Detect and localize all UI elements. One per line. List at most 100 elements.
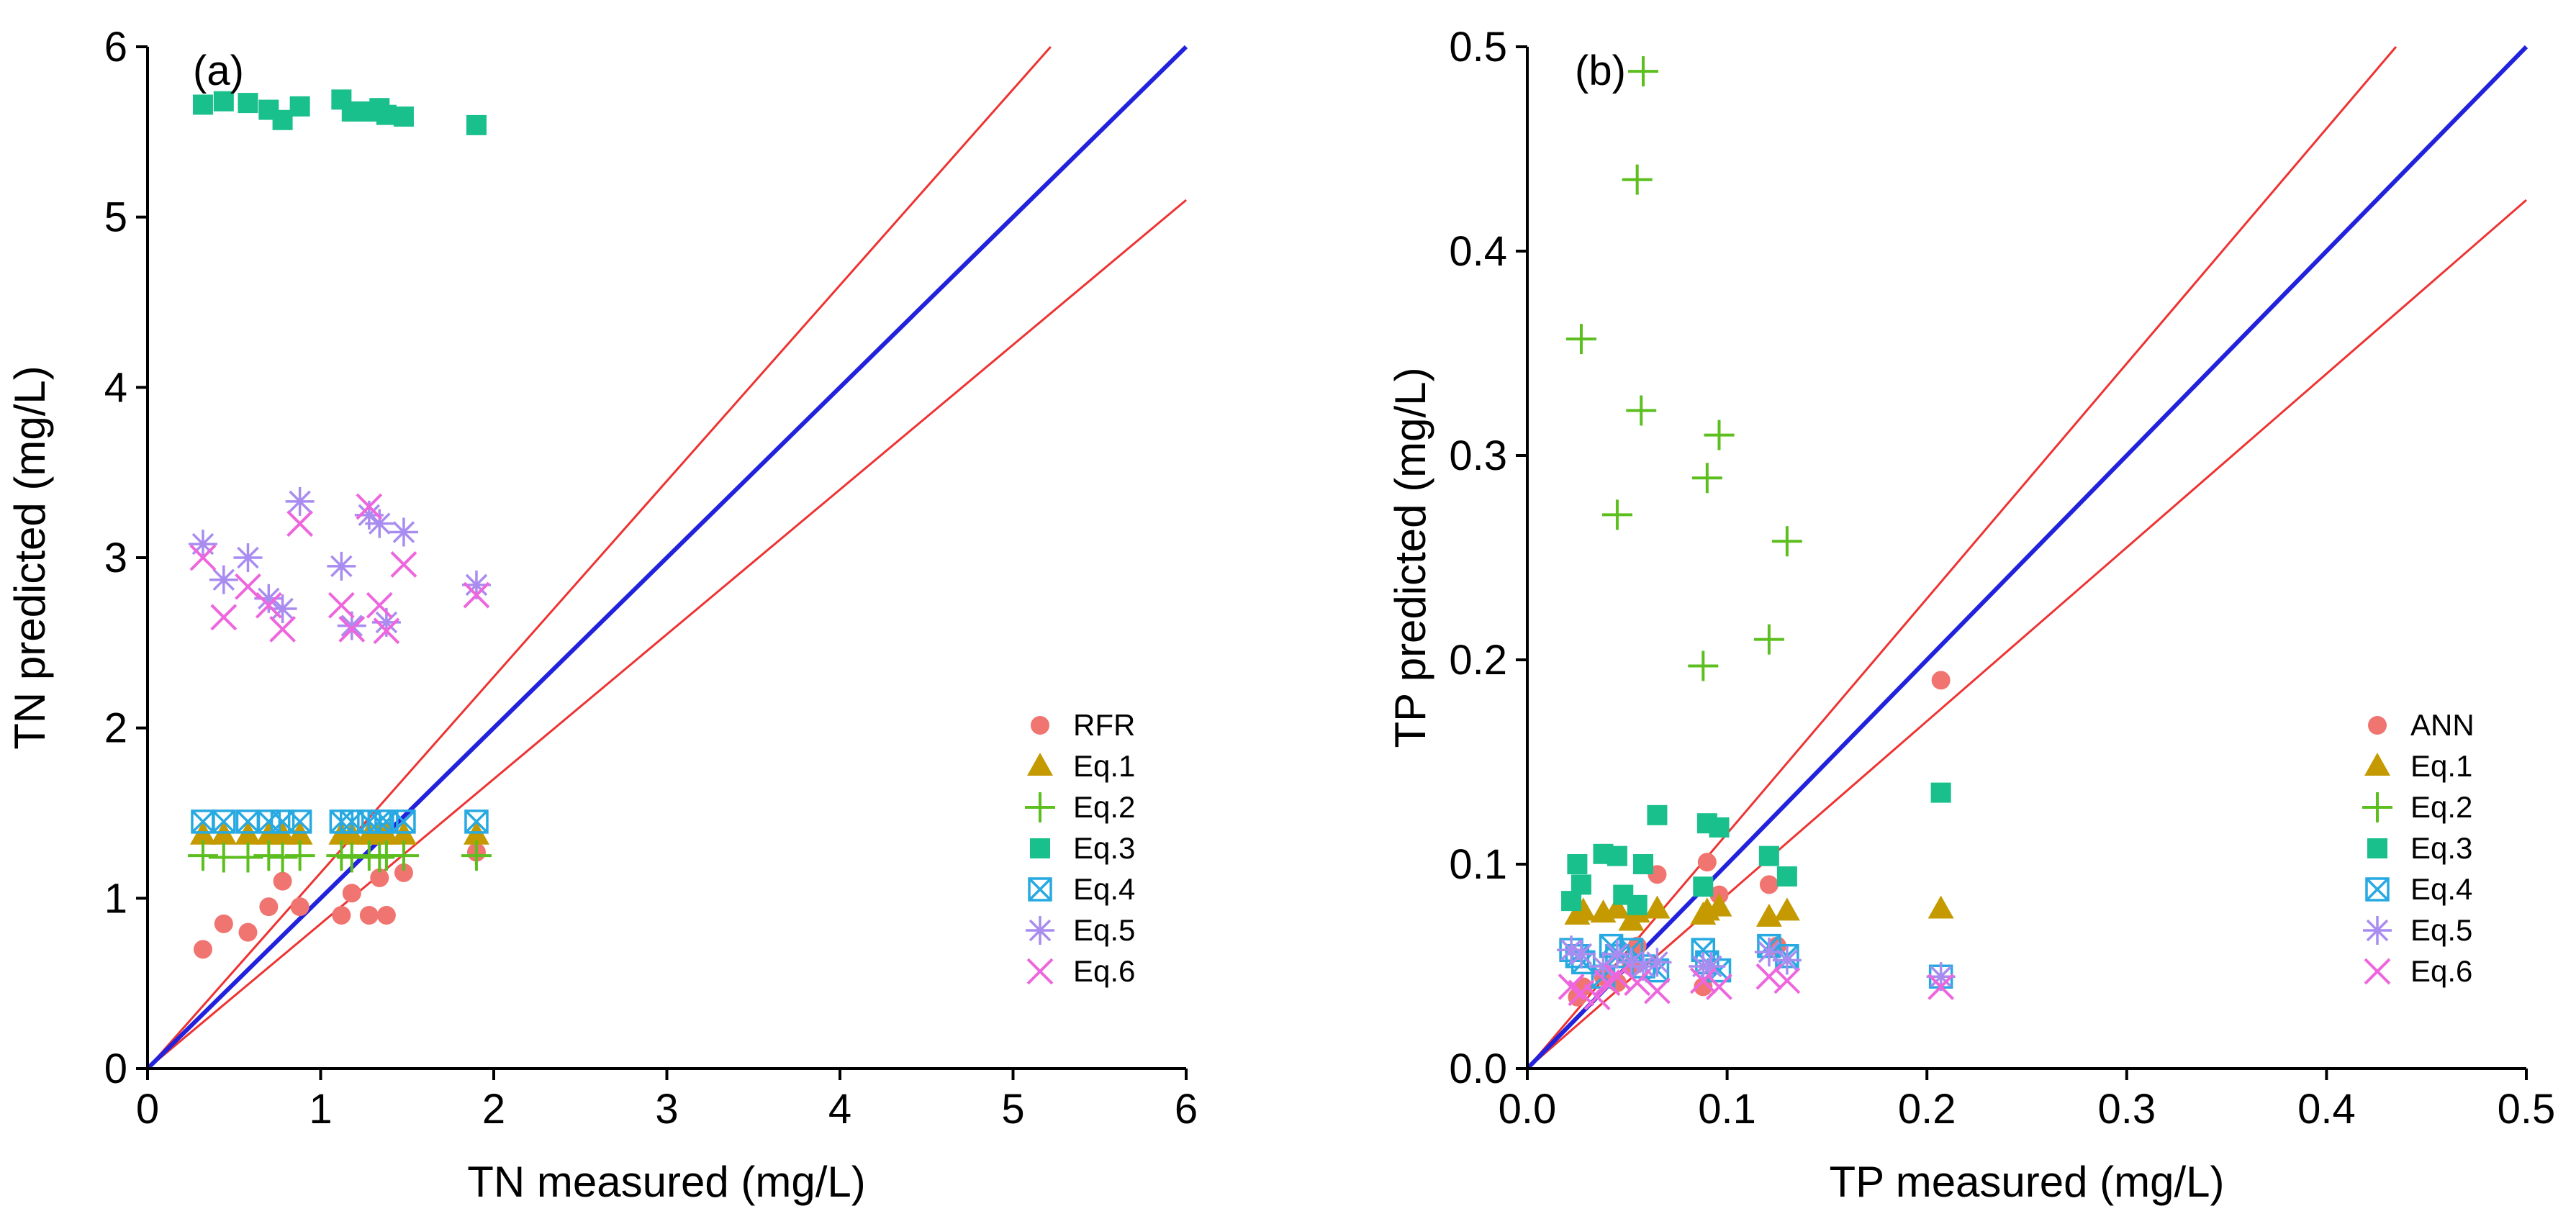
- panel-b-point-eq-5: [1588, 952, 1618, 981]
- panel-a-legend-marker: [1026, 916, 1054, 945]
- panel-b-point-eq-3: [1606, 845, 1627, 866]
- panel-a-point-eq-6: [189, 544, 217, 571]
- panel-a-point-eq-5: [188, 530, 217, 559]
- panel-b-legend-marker: [2367, 838, 2387, 858]
- panel-a-plot-area: [145, 45, 1188, 1071]
- panel-a-point-rfr: [290, 897, 309, 917]
- panel-b-label: (b): [1575, 47, 1626, 94]
- panel-a-point-eq-2: [253, 840, 284, 871]
- panel-b-x-tick-label: 0.3: [2097, 1086, 2156, 1133]
- panel-a-point-eq-6: [327, 591, 355, 619]
- panel-b-point-eq-6: [1624, 969, 1651, 997]
- panel-a-x-tick-label: 1: [309, 1086, 332, 1133]
- panel-a-legend-marker: [1030, 838, 1050, 858]
- panel-a-legend: RFR Eq.1 Eq.2 Eq.3 Eq.4 Eq.5 Eq.6: [1025, 708, 1135, 988]
- panel-a-legend-label: Eq.2: [1073, 790, 1135, 824]
- panel-a-point-eq-2: [336, 842, 367, 873]
- panel-b-point-eq-3: [1758, 845, 1779, 866]
- panel-b-point-eq-6: [1568, 979, 1595, 1007]
- panel-a-point-eq-2: [388, 840, 419, 871]
- panel-a-point-rfr: [332, 906, 351, 925]
- panel-b-y-tick-label: 0.1: [1449, 841, 1507, 888]
- panel-a-point-rfr: [193, 940, 212, 959]
- panel-b-tp: 0.0 0.1 0.2 0.3 0.4 0.5 0.0 0.1 0.2 0.3 0.4 0.5 (b)…: [1386, 24, 2555, 1206]
- panel-a-point-eq-3: [393, 106, 414, 127]
- panel-b-x-tick-label: 0.0: [1499, 1086, 1557, 1133]
- panel-a-point-eq-5: [371, 607, 401, 637]
- panel-b-point-eq-6: [1604, 963, 1631, 990]
- panel-a-point-eq-3: [376, 104, 397, 125]
- panel-b-point-eq-5: [1696, 952, 1726, 981]
- panel-a-x-tick-label: 5: [1001, 1086, 1024, 1133]
- panel-a-point-eq-5: [389, 517, 418, 547]
- panel-a-point-eq-2: [284, 840, 315, 871]
- panel-a-point-eq-6: [286, 510, 314, 538]
- panel-a-point-eq-6: [390, 551, 417, 578]
- panel-b-legend-marker: [2364, 753, 2390, 776]
- panel-b-y-tick-label: 0.2: [1449, 637, 1507, 684]
- panel-b-point-eq-2: [1601, 499, 1632, 530]
- panel-a-point-rfr: [273, 871, 292, 891]
- panel-a-x-tick-label: 4: [828, 1086, 851, 1133]
- panel-a-x-tick-label: 6: [1175, 1086, 1198, 1133]
- panel-b-point-eq-3: [1709, 817, 1730, 838]
- panel-b-point-eq-2: [1691, 463, 1722, 494]
- panel-a-point-eq-5: [233, 543, 263, 572]
- panel-a-point-eq-5: [337, 611, 366, 640]
- panel-a-point-eq-5: [365, 509, 394, 538]
- panel-b-point-eq-2: [1704, 420, 1735, 450]
- panel-a-legend-marker: [1028, 877, 1052, 902]
- panel-a-ticks: 0 1 2 3 4 5 6 0 1 2 3 4 5 6: [104, 24, 1198, 1133]
- panel-a-legend-marker: [1031, 716, 1049, 735]
- panel-a-label: (a): [193, 47, 244, 94]
- panel-b-point-eq-2: [1622, 164, 1653, 195]
- panel-b-point-eq-5: [1557, 935, 1586, 965]
- panel-b-point-ann: [1759, 875, 1779, 894]
- panel-a-y-tick-label: 4: [104, 364, 127, 411]
- panel-b-x-tick-label: 0.2: [1898, 1086, 1956, 1133]
- panel-b-legend-marker: [2362, 792, 2392, 822]
- panel-b-point-eq-2: [1628, 56, 1659, 87]
- panel-b-point-eq-3: [1776, 866, 1797, 887]
- panel-a-point-eq-6: [210, 604, 238, 631]
- panel-b-point-eq-5: [1754, 938, 1784, 967]
- panel-a-legend-marker: [1026, 958, 1054, 985]
- panel-b-legend-label: Eq.6: [2410, 954, 2472, 988]
- panel-a-point-rfr: [214, 914, 233, 933]
- panel-a-point-eq-5: [327, 551, 356, 581]
- panel-b-point-eq-3: [1930, 782, 1951, 803]
- panel-b-y-title: TP predicted (mg/L): [1386, 367, 1434, 748]
- panel-a-point-eq-6: [269, 615, 297, 643]
- panel-b-point-eq-3: [1571, 874, 1591, 895]
- panel-a-y-tick-label: 6: [104, 24, 127, 71]
- panel-a-y-tick-label: 2: [104, 705, 127, 752]
- panel-a-point-eq-5: [209, 565, 238, 594]
- panel-a-y-title: TN predicted (mg/L): [6, 366, 54, 750]
- panel-a-one-to-one-line: [145, 45, 1188, 1071]
- panel-b-legend-label: Eq.5: [2410, 913, 2472, 947]
- panel-a-point-rfr: [359, 906, 379, 925]
- panel-b-point-eq-1: [1644, 895, 1671, 919]
- panel-a-point-eq-6: [356, 493, 383, 520]
- panel-b-one-to-one-line: [1525, 45, 2528, 1071]
- panel-b-point-eq-1: [1928, 895, 1954, 919]
- panel-b-point-eq-3: [1647, 804, 1668, 825]
- panel-b-x-tick-label: 0.5: [2498, 1086, 2556, 1133]
- panel-a-point-eq-6: [338, 615, 366, 643]
- panel-a-point-eq-3: [192, 94, 213, 115]
- panel-b-point-eq-5: [1642, 948, 1672, 977]
- panel-a-point-eq-2: [232, 842, 263, 873]
- panel-b-legend-label: ANN: [2410, 708, 2475, 742]
- panel-b-x-title: TP measured (mg/L): [1829, 1158, 2224, 1206]
- panel-a-legend-label: Eq.4: [1073, 872, 1135, 906]
- panel-a-point-eq-3: [238, 93, 258, 114]
- panel-b-point-eq-2: [1565, 324, 1596, 355]
- panel-b-point-eq-3: [1633, 854, 1654, 874]
- panel-b-point-eq-6: [1706, 973, 1732, 1000]
- panel-b-point-eq-6: [1755, 963, 1783, 990]
- panel-a-legend-label: Eq.5: [1073, 913, 1135, 947]
- panel-b-point-eq-1: [1755, 903, 1782, 927]
- panel-b-legend-label: Eq.3: [2410, 831, 2472, 865]
- panel-a-x-tick-label: 2: [482, 1086, 505, 1133]
- panel-a-lower-bound-line: [147, 199, 1187, 1070]
